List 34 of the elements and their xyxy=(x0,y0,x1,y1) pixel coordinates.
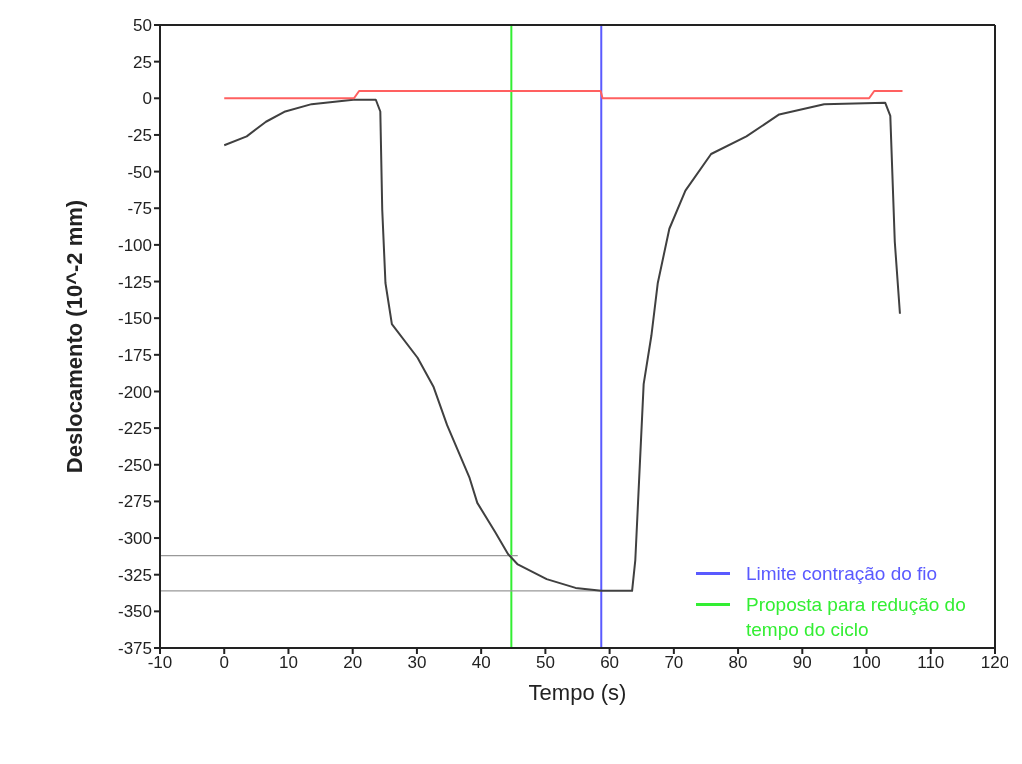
x-tick-label: 70 xyxy=(664,653,684,673)
x-tick-label: 40 xyxy=(471,653,491,673)
y-axis-title: Deslocamento (10^-2 mm) xyxy=(61,199,87,474)
x-tick-label: 90 xyxy=(792,653,812,673)
x-tick-label: 110 xyxy=(917,653,945,673)
y-tick-label: -125 xyxy=(117,272,152,292)
y-tick-label: -250 xyxy=(117,455,152,475)
y-tick-label: -25 xyxy=(127,125,152,145)
x-tick-label: 80 xyxy=(728,653,748,673)
x-tick-label: 120 xyxy=(980,653,1010,673)
x-tick-label: 30 xyxy=(407,653,427,673)
ref-line-label: Proposta para redução do tempo do ciclo xyxy=(746,593,966,642)
ref-line-label: Limite contração do fio xyxy=(746,562,938,586)
y-tick-label: -275 xyxy=(117,492,152,512)
y-tick-label: -225 xyxy=(117,419,152,439)
y-tick-label: -300 xyxy=(117,529,152,549)
x-tick-label: 60 xyxy=(600,653,620,673)
y-tick-label: 0 xyxy=(142,89,152,109)
x-tick-label: 50 xyxy=(535,653,555,673)
y-tick-label: -200 xyxy=(117,382,152,402)
y-tick-label: -350 xyxy=(117,602,152,622)
y-tick-label: -100 xyxy=(117,235,152,255)
x-tick-label: 10 xyxy=(279,653,298,673)
x-axis-title: Tempo (s) xyxy=(528,680,627,705)
y-tick-label: -50 xyxy=(127,162,152,182)
y-tick-label: -325 xyxy=(117,565,152,585)
y-tick-label: -75 xyxy=(127,199,152,219)
x-tick-label: 100 xyxy=(852,653,881,673)
y-tick-label: -150 xyxy=(117,309,152,329)
x-tick-label: 20 xyxy=(343,653,363,673)
y-tick-label: 50 xyxy=(133,16,152,36)
x-tick-label: 0 xyxy=(219,653,229,673)
y-tick-label: -175 xyxy=(117,345,152,365)
y-tick-label: 25 xyxy=(133,52,152,72)
